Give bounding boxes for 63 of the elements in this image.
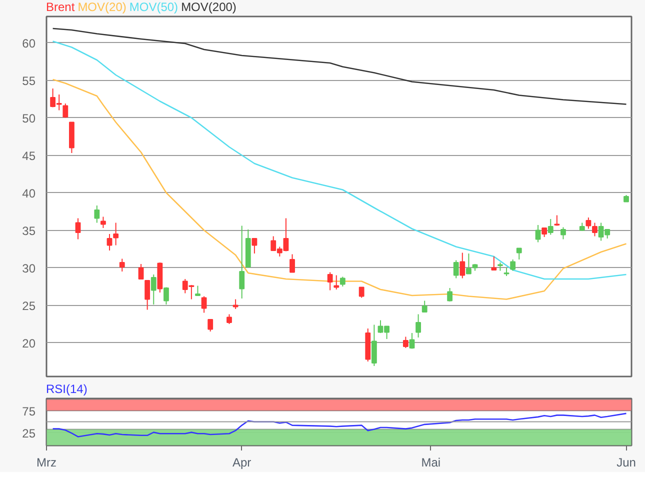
- y-tick-label: 20: [22, 336, 36, 350]
- candlestick: [491, 256, 497, 270]
- candlestick: [252, 238, 258, 254]
- candlestick: [290, 254, 295, 273]
- y-tick-label: 25: [22, 298, 36, 313]
- candlestick: [201, 296, 207, 314]
- text: MOV(50): [129, 0, 178, 14]
- candlestick: [119, 258, 125, 272]
- text: RSI(14): [46, 382, 88, 396]
- candlestick: [554, 214, 560, 226]
- candlestick: [340, 276, 346, 287]
- candlestick: [560, 226, 566, 240]
- candlestick: [548, 218, 554, 236]
- candlestick: [164, 286, 169, 305]
- candlestick: [466, 253, 472, 274]
- y-tick-label: 40: [22, 186, 36, 200]
- candlestick: [208, 319, 214, 332]
- candlestick: [144, 280, 150, 310]
- line-series: [52, 412, 627, 438]
- y-tick-label: 55: [22, 74, 36, 88]
- candlestick: [94, 205, 100, 224]
- candlestick: [592, 222, 598, 237]
- y-tick-label: 60: [22, 36, 36, 50]
- candlestick: [516, 248, 522, 260]
- x-tick-label: Apr: [232, 456, 252, 470]
- candlestick: [226, 314, 232, 324]
- candlestick: [358, 286, 364, 298]
- x-tick-label: Mai: [421, 456, 441, 470]
- candlestick: [334, 274, 340, 290]
- candlestick: [232, 298, 238, 310]
- line-series: [52, 28, 627, 105]
- candlestick: [460, 252, 466, 279]
- candlestick: [510, 259, 516, 272]
- candlestick: [150, 274, 156, 305]
- candlestick: [62, 103, 68, 118]
- candlestick: [586, 217, 592, 230]
- text: MOV(20): [78, 0, 126, 14]
- candlestick: [371, 324, 377, 366]
- y-tick-label: 30: [22, 261, 36, 276]
- candlestick: [453, 260, 459, 279]
- candlestick: [327, 272, 333, 291]
- text: Brent: [46, 0, 75, 14]
- line-series: [52, 40, 627, 280]
- y-tick-label: 45: [22, 148, 36, 163]
- x-tick-label: Mrz: [36, 456, 57, 470]
- candlestick: [409, 332, 415, 350]
- candlestick: [75, 218, 81, 240]
- y-tick-label: 50: [22, 111, 36, 126]
- candlestick: [195, 285, 200, 296]
- x-tick-label: Jun: [616, 456, 636, 470]
- candlestick: [138, 264, 144, 280]
- candlestick: [239, 225, 245, 299]
- candlestick: [402, 336, 408, 348]
- text: MOV(200): [181, 0, 236, 14]
- candlestick: [416, 314, 421, 338]
- y-tick-label: 35: [22, 224, 36, 238]
- candlestick: [100, 216, 106, 228]
- line-series: [52, 78, 627, 300]
- y-tick-label: 75: [22, 404, 36, 418]
- candlestick: [535, 224, 541, 243]
- candlestick: [447, 288, 453, 302]
- y-tick-label: 25: [22, 426, 36, 440]
- candlestick: [422, 300, 428, 312]
